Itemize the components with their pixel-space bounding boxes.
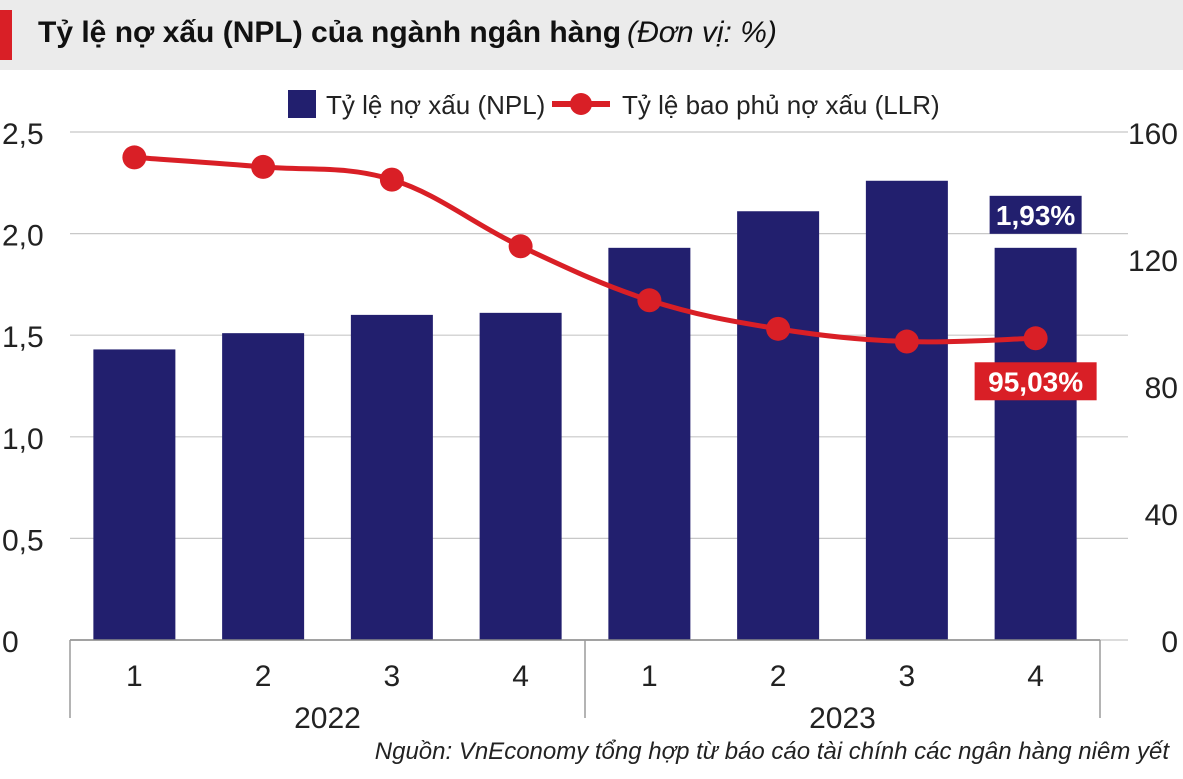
llr-line bbox=[134, 154, 1036, 345]
left-tick-label: 1,5 bbox=[2, 321, 44, 354]
npl-value-badge bbox=[989, 195, 1082, 234]
title-bar: Tỷ lệ nợ xấu (NPL) của ngành ngân hàng (Đ… bbox=[0, 0, 1183, 70]
llr-point bbox=[251, 154, 276, 179]
right-tick-label: 40 bbox=[1145, 499, 1178, 532]
llr-point bbox=[508, 234, 533, 259]
x-tick-label: 4 bbox=[512, 660, 529, 693]
left-tick-label: 0 bbox=[2, 626, 19, 659]
legend-label-llr: Tỷ lệ bao phủ nợ xấu (LLR) bbox=[622, 90, 940, 120]
bar bbox=[994, 247, 1077, 640]
x-group-label: 2023 bbox=[809, 702, 876, 735]
x-tick-label: 3 bbox=[384, 660, 401, 693]
right-tick-label: 0 bbox=[1161, 626, 1178, 659]
right-tick-label: 80 bbox=[1145, 372, 1178, 405]
llr-value-badge bbox=[974, 362, 1097, 401]
x-tick-label: 1 bbox=[641, 660, 658, 693]
left-tick-label: 1,0 bbox=[2, 423, 44, 456]
title-accent-bar bbox=[0, 10, 12, 60]
legend-swatch-llr-dot bbox=[570, 93, 592, 115]
bar bbox=[865, 180, 948, 640]
right-tick-label: 120 bbox=[1128, 245, 1178, 278]
bar bbox=[350, 314, 433, 640]
x-tick-label: 3 bbox=[899, 660, 916, 693]
legend-swatch-npl bbox=[288, 90, 316, 118]
bar bbox=[608, 247, 691, 640]
bar bbox=[737, 211, 820, 641]
chart-title-main: Tỷ lệ nợ xấu (NPL) của ngành ngân hàng bbox=[38, 16, 622, 49]
left-tick-label: 0,5 bbox=[2, 524, 44, 557]
llr-point bbox=[637, 288, 662, 313]
llr-point bbox=[894, 329, 919, 354]
bar bbox=[222, 333, 305, 640]
chart-title-unit: (Đơn vị: %) bbox=[627, 16, 777, 49]
llr-point bbox=[379, 167, 404, 192]
npl-value-label: 1,93% bbox=[996, 200, 1075, 231]
right-tick-label: 160 bbox=[1128, 118, 1178, 151]
x-tick-label: 4 bbox=[1027, 660, 1044, 693]
left-tick-label: 2,5 bbox=[2, 118, 44, 151]
x-tick-label: 2 bbox=[770, 660, 787, 693]
left-tick-label: 2,0 bbox=[2, 220, 44, 253]
llr-point bbox=[122, 145, 147, 170]
legend-label-npl: Tỷ lệ nợ xấu (NPL) bbox=[326, 90, 545, 120]
x-tick-label: 2 bbox=[255, 660, 272, 693]
chart-title: Tỷ lệ nợ xấu (NPL) của ngành ngân hàng (Đ… bbox=[38, 16, 777, 50]
bar bbox=[479, 312, 562, 640]
llr-value-label: 95,03% bbox=[988, 366, 1083, 397]
x-tick-label: 1 bbox=[126, 660, 143, 693]
bar bbox=[93, 349, 176, 640]
x-group-label: 2022 bbox=[294, 702, 361, 735]
source-note: Nguồn: VnEconomy tổng hợp từ báo cáo tài… bbox=[374, 738, 1169, 765]
llr-point bbox=[1023, 326, 1048, 351]
llr-point bbox=[766, 316, 791, 341]
